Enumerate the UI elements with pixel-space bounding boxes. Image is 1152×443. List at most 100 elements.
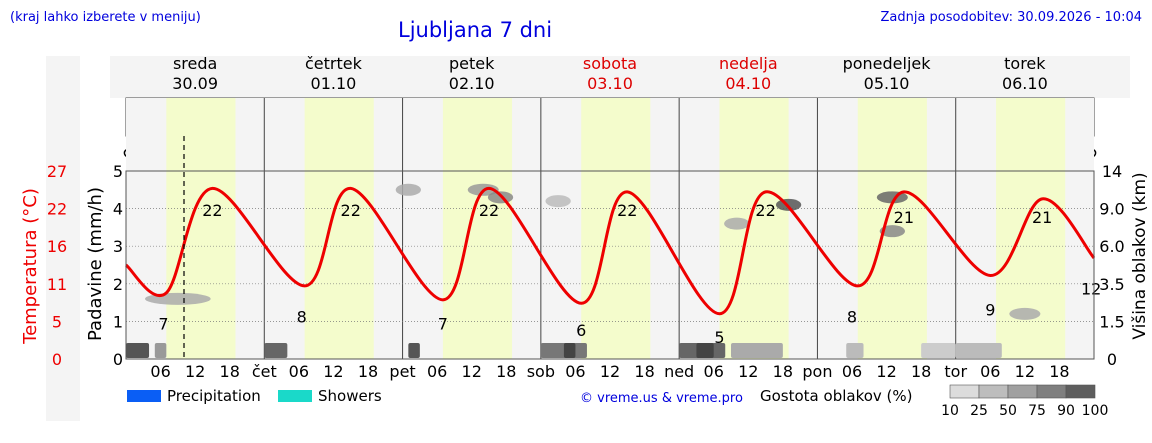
hour-tick-label: 12 [462,362,482,381]
day-date: 01.10 [311,74,357,93]
temperature-value-label: 7 [158,314,168,333]
precipitation-tick-label: 1 [113,312,123,331]
hour-tick-label: 12 [185,362,205,381]
density-swatch [1007,384,1038,399]
cloud-height-axis: 0 1.5 3.5 6.0 9.0 14 [1099,162,1124,369]
high-cloud-blob [724,217,750,230]
day-date: 06.10 [1002,74,1048,93]
temperature-tick-label: 0 [52,350,62,369]
low-cloud-block [408,343,420,358]
density-swatch [978,384,1009,399]
low-cloud-block [846,343,864,358]
precipitation-tick-label: 4 [113,200,123,219]
density-level-label: 100 [1082,403,1109,419]
hour-tick-label: 06 [427,362,447,381]
density-level-label: 25 [970,403,988,419]
day-date: 30.09 [172,74,218,93]
daylight-band [581,98,651,359]
hour-tick-label: 06 [289,362,309,381]
day-date: 04.10 [725,74,771,93]
last-update: Zadnja posodobitev: 30.09.2026 - 10:04 [880,10,1142,25]
precipitation-tick-label: 0 [113,350,123,369]
day-name: sobota [583,54,637,73]
precipitation-tick-label: 3 [113,237,123,256]
hour-tick-label: 06 [565,362,585,381]
day-name: petek [449,54,495,73]
density-level-label: 90 [1057,403,1075,419]
hour-tick-label: 18 [773,362,793,381]
cloud-density-legend: 10 25 50 75 90 100 [941,384,1109,419]
temperature-value-label: 8 [297,307,307,326]
temperature-value-label: 22 [755,201,775,220]
precipitation-axis: 0 1 2 3 4 5 [113,162,123,369]
city-menu-note[interactable]: (kraj lahko izberete v meniju) [10,10,201,25]
density-swatch [949,384,980,399]
precipitation-axis-title: Padavine (mm/h) [85,187,106,341]
precipitation-legend-label: Precipitation [167,387,261,405]
hour-tick-label: 12 [738,362,758,381]
high-cloud-blob [879,225,905,238]
cloud-density-legend-title: Gostota oblakov (%) [760,387,913,405]
temperature-tick-label: 16 [47,237,67,256]
temperature-value-label: 22 [202,201,222,220]
hour-tick-label: 06 [704,362,724,381]
hour-tick-label: 18 [911,362,931,381]
low-cloud-block [563,343,576,358]
cloud-height-axis-title: Višina oblakov (km) [1130,172,1150,339]
left-axis-panel [46,56,80,421]
hour-tick-label: 18 [634,362,654,381]
temperature-tick-label: 11 [47,275,67,294]
temperature-value-label: 6 [576,321,586,340]
hour-tick-label: 12 [323,362,343,381]
daylight-band [442,98,513,359]
hour-tick-label: 06 [150,362,170,381]
temperature-value-label: 9 [985,300,995,319]
density-level-label: 75 [1028,403,1046,419]
low-cloud-block [955,343,1002,358]
showers-swatch [278,390,312,402]
hour-tick-label: 12 [600,362,620,381]
cloud-height-tick-label: 3.5 [1099,275,1124,294]
day-name: četrtek [305,54,363,73]
time-axis: 06 12 18 06 12 18 čet 06 12 18 pet 06 12 18 sob 06 12 18 n… [150,362,1069,381]
precipitation-tick-label: 2 [113,275,123,294]
temperature-value-label: 5 [714,328,724,347]
day-date: 03.10 [587,74,633,93]
high-cloud-blob [395,183,421,196]
temperature-tick-label: 22 [47,200,67,219]
cloud-height-tick-label: 14 [1102,162,1122,181]
day-name: sreda [173,54,217,73]
temperature-value-labels: 7 22 8 22 7 22 6 22 5 22 8 21 9 21 12 [158,201,1101,347]
hour-tick-label: 06 [980,362,1000,381]
showers-legend-label: Showers [318,387,382,405]
hour-tick-label: 18 [220,362,240,381]
day-name: ponedeljek [843,54,932,73]
density-swatch [1065,384,1096,399]
cloud-height-tick-label: 1.5 [1099,312,1124,331]
day-name: nedelja [719,54,778,73]
temperature-axis-title: Temperatura (°C) [20,188,41,345]
credit-link[interactable]: © vreme.us & vreme.pro [580,391,743,406]
high-cloud-blob [545,195,571,208]
precipitation-swatch [127,390,161,402]
temperature-value-label: 8 [847,307,857,326]
day-tick-label: ned [664,362,694,381]
day-tick-label: sob [527,362,555,381]
daylight-band [166,98,236,359]
temperature-value-label: 21 [1032,208,1052,227]
density-level-label: 50 [999,403,1017,419]
low-cloud-block [154,343,167,358]
low-cloud-block [540,343,587,358]
page-title: Ljubljana 7 dni [398,18,552,42]
low-cloud-block [264,343,288,358]
cloud-height-tick-label: 0 [1107,350,1117,369]
day-tick-label: čet [252,362,277,381]
hour-tick-label: 06 [842,362,862,381]
low-cloud-block [731,343,783,358]
day-tick-label: pet [389,362,415,381]
hour-tick-label: 18 [358,362,378,381]
precipitation-tick-label: 5 [113,162,123,181]
day-date: 02.10 [449,74,495,93]
